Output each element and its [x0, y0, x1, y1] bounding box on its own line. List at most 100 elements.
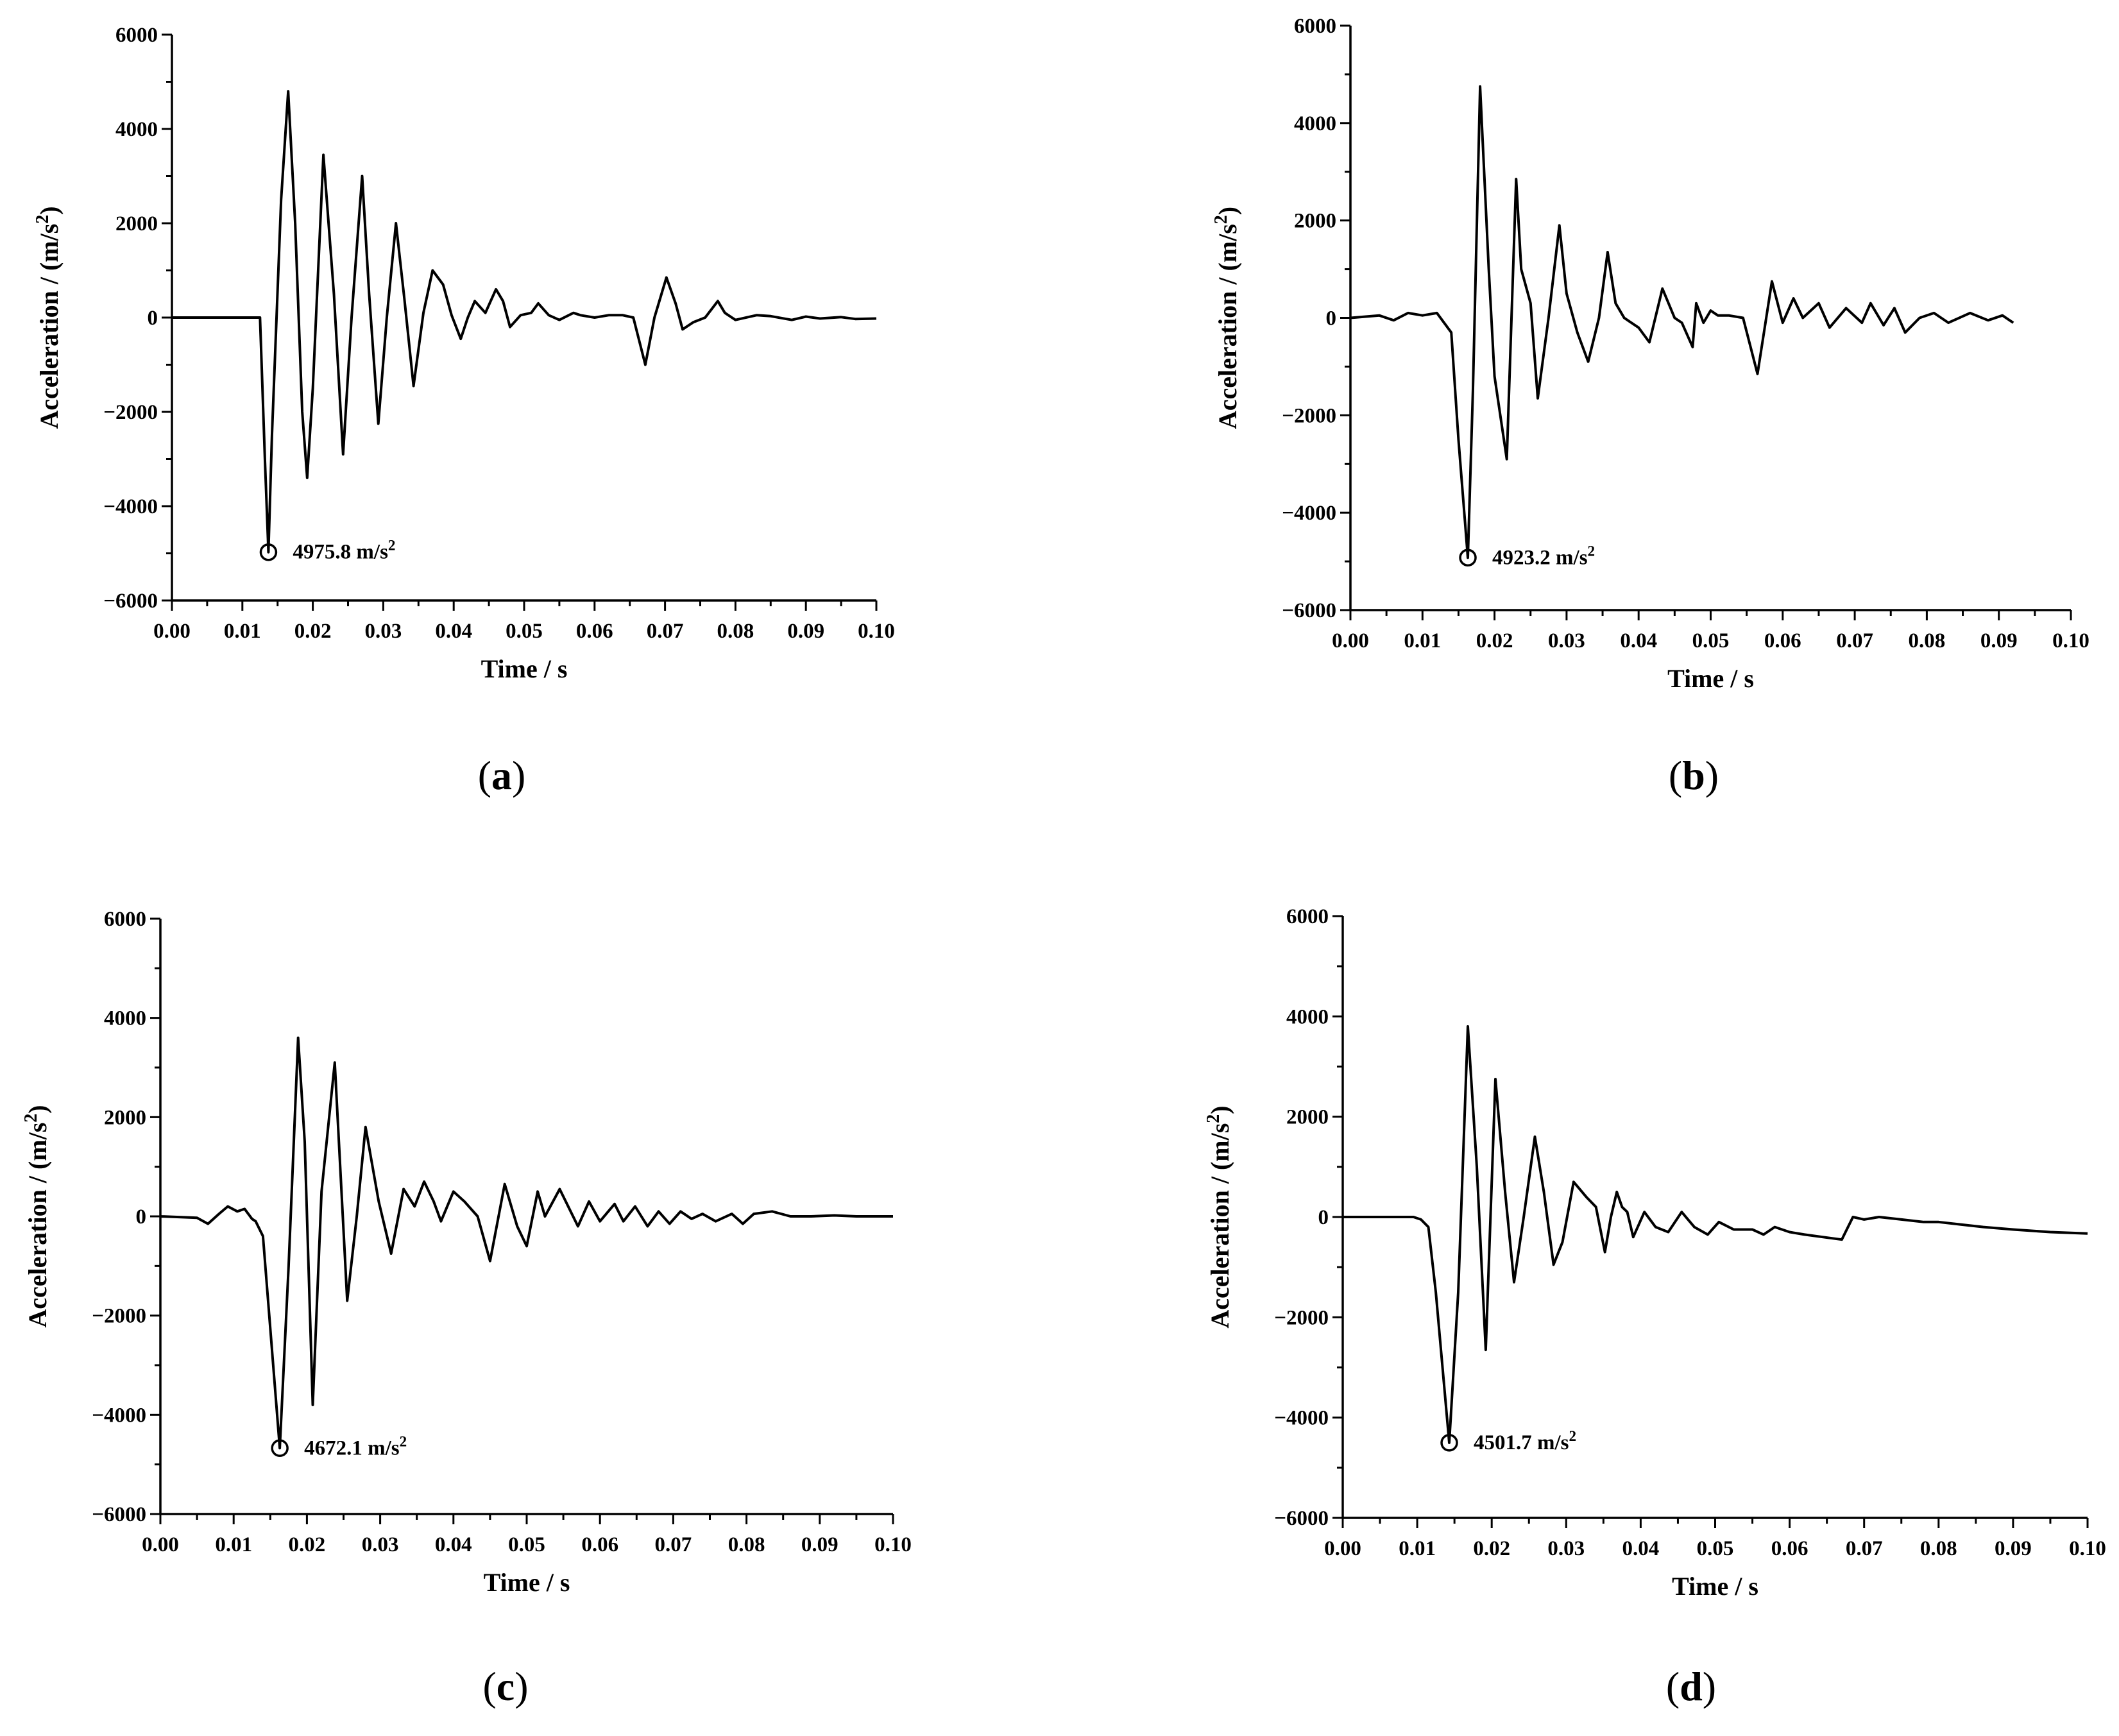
chart-panel-d: 6000 4000 2000 0 −2000 −4000 −6000 0.00 0.01 0.02… [1204, 905, 2106, 1709]
x-tick-label: 0.10 [2069, 1537, 2106, 1560]
x-tick-label: 0.07 [1846, 1537, 1883, 1560]
x-tick-label: 0.05 [506, 620, 543, 643]
text-part: 4975.8 m/s [293, 541, 388, 564]
x-tick-label: 0.05 [1697, 1537, 1734, 1560]
panel-paren: ) [512, 753, 525, 798]
y-tick-label: −2000 [1274, 1306, 1329, 1329]
panel-letter: d [1680, 1664, 1703, 1709]
y-tick-label: −6000 [1274, 1507, 1329, 1530]
superscript: 2 [1204, 1114, 1223, 1123]
x-tick-label: 0.01 [224, 620, 261, 643]
x-tick-label: 0.10 [2052, 629, 2089, 652]
y-tick-label: 4000 [115, 118, 158, 141]
x-tick-label: 0.02 [294, 620, 332, 643]
y-tick-label: −6000 [1282, 599, 1336, 622]
y-tick-label: 0 [1326, 307, 1337, 330]
x-tick-label: 0.02 [1476, 629, 1513, 652]
x-tick-label: 0.02 [1473, 1537, 1510, 1560]
x-tick-label: 0.04 [1622, 1537, 1660, 1560]
panel-label: (c) [482, 1664, 528, 1709]
y-tick-label: −6000 [103, 590, 158, 613]
x-tick-label: 0.06 [581, 1533, 618, 1556]
x-tick-label: 0.10 [874, 1533, 912, 1556]
y-tick-label: −2000 [92, 1305, 146, 1328]
x-tick-label: 0.08 [728, 1533, 765, 1556]
x-tick-label: 0.00 [153, 620, 191, 643]
x-tick-label: 0.01 [1399, 1537, 1436, 1560]
panel-letter: c [497, 1664, 515, 1709]
panel-paren: ) [1703, 1664, 1716, 1709]
text-part: Acceleration / (m/s [23, 1123, 52, 1328]
panel-paren: ( [478, 753, 491, 798]
y-axis-title: Acceleration / (m/s2) [1204, 1105, 1235, 1328]
x-tick-label: 0.09 [1980, 629, 2018, 652]
peak-annotation: 4975.8 m/s2 [293, 537, 395, 564]
series-line [1350, 85, 2014, 559]
x-tick-label: 0.05 [1692, 629, 1730, 652]
y-tick-label: 6000 [104, 908, 146, 931]
text-part: ) [23, 1105, 52, 1113]
x-tick-label: 0.06 [576, 620, 613, 643]
x-tick-label: 0.09 [801, 1533, 838, 1556]
peak-annotation: 4923.2 m/s2 [1492, 542, 1595, 569]
x-tick-label: 0.00 [1332, 629, 1369, 652]
peak-marker [1459, 549, 1477, 567]
x-axis-title: Time / s [1672, 1572, 1758, 1601]
peak-annotation: 4672.1 m/s2 [304, 1433, 407, 1459]
y-tick-label: −2000 [103, 401, 158, 424]
x-tick-label: 0.00 [142, 1533, 179, 1556]
chart-panel-c: 6000 4000 2000 0 −2000 −4000 −6000 0.00 0.01 0.02… [21, 908, 912, 1709]
x-tick-label: 0.08 [1909, 629, 1946, 652]
superscript: 2 [1588, 542, 1596, 559]
superscript: 2 [400, 1433, 407, 1449]
peak-marker [271, 1439, 289, 1458]
x-tick-label: 0.09 [1995, 1537, 2032, 1560]
y-tick-label: −2000 [1282, 404, 1336, 427]
text-part: ) [35, 206, 64, 214]
y-tick-label: 4000 [1286, 1005, 1329, 1028]
x-tick-label: 0.07 [655, 1533, 692, 1556]
y-axis-title: Acceleration / (m/s2) [33, 206, 64, 429]
panel-paren: ( [1669, 753, 1682, 798]
series-line [1343, 1025, 2088, 1444]
x-tick-label: 0.02 [289, 1533, 326, 1556]
x-tick-label: 0.01 [1404, 629, 1441, 652]
x-tick-label: 0.04 [435, 1533, 472, 1556]
x-tick-label: 0.07 [647, 620, 684, 643]
peak-annotation: 4501.7 m/s2 [1474, 1427, 1576, 1454]
y-tick-label: −4000 [92, 1404, 146, 1427]
x-tick-label: 0.03 [1547, 1537, 1585, 1560]
x-tick-label: 0.00 [1324, 1537, 1361, 1560]
x-tick-label: 0.08 [1920, 1537, 1957, 1560]
panel-paren: ( [482, 1664, 496, 1709]
x-tick-label: 0.09 [787, 620, 824, 643]
y-tick-label: 6000 [1286, 905, 1329, 928]
y-tick-label: 2000 [1294, 210, 1336, 233]
x-tick-label: 0.04 [1620, 629, 1657, 652]
y-tick-label: 0 [136, 1205, 147, 1229]
y-tick-label: −6000 [92, 1503, 146, 1526]
x-tick-label: 0.08 [717, 620, 754, 643]
x-tick-label: 0.03 [1548, 629, 1585, 652]
x-tick-label: 0.10 [858, 620, 895, 643]
series-line [172, 90, 877, 554]
y-tick-label: 0 [1318, 1206, 1329, 1229]
x-tick-label: 0.06 [1764, 629, 1801, 652]
y-tick-label: 4000 [1294, 112, 1336, 135]
panel-paren: ( [1666, 1664, 1680, 1709]
x-tick-label: 0.07 [1836, 629, 1873, 652]
superscript: 2 [1211, 215, 1231, 224]
text-part: 4672.1 m/s [304, 1436, 400, 1459]
text-part: ) [1205, 1105, 1234, 1114]
y-tick-label: 0 [148, 307, 158, 330]
x-axis-title: Time / s [484, 1568, 570, 1597]
y-tick-label: 4000 [104, 1007, 146, 1030]
x-tick-label: 0.01 [215, 1533, 252, 1556]
panel-label: (a) [478, 753, 526, 798]
panel-paren: ) [1705, 753, 1719, 798]
y-axis-title: Acceleration / (m/s2) [21, 1105, 53, 1327]
text-part: Acceleration / (m/s [35, 224, 64, 429]
chart-panel-b: 6000 4000 2000 0 −2000 −4000 −6000 0.00 0.01 0.02… [1211, 15, 2089, 798]
y-tick-label: 6000 [1294, 15, 1336, 38]
